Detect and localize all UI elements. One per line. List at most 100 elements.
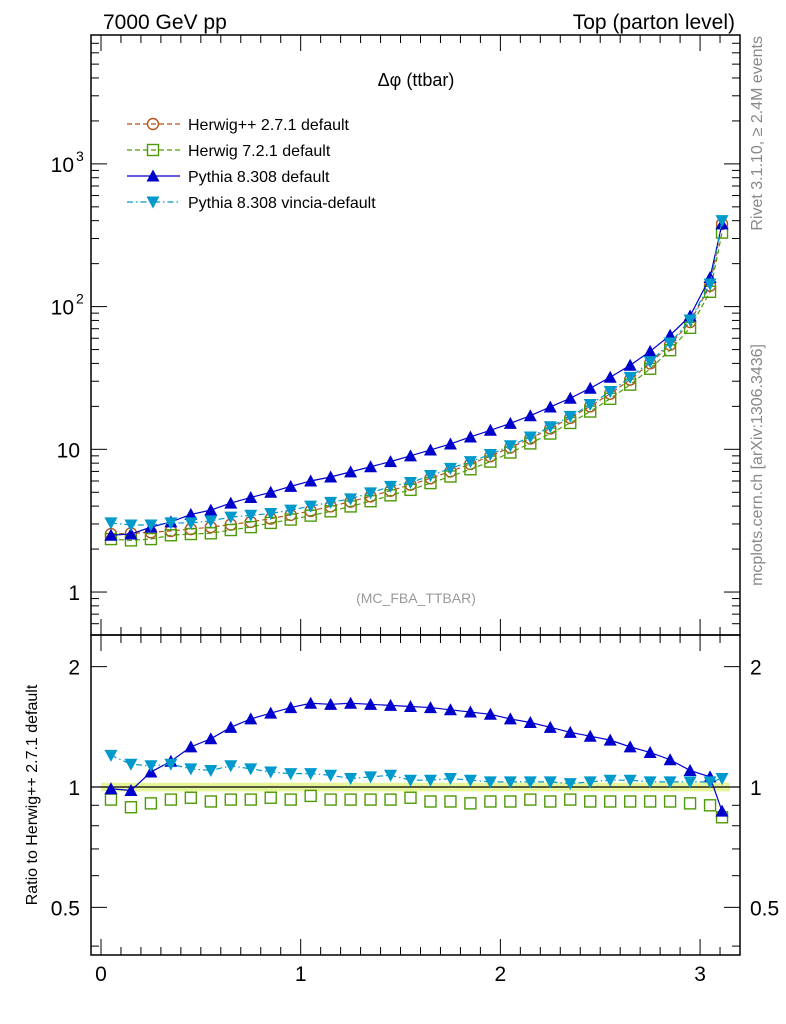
data-point [523,431,537,444]
data-point [463,430,477,443]
data-point [184,740,198,753]
data-point [544,795,557,808]
data-point [324,470,338,483]
data-point [304,768,318,781]
data-point [563,725,577,738]
data-point [384,698,398,711]
data-point [184,517,198,530]
data-point [603,386,617,399]
data-point [344,773,358,786]
legend: Herwig++ 2.7.1 default Herwig 7.2.1 defau… [127,117,376,212]
data-point [404,699,418,712]
data-point [364,487,378,500]
data-point [563,410,577,423]
data-point [404,774,418,787]
header-left: 7000 GeV pp [103,11,227,34]
data-point [104,782,118,795]
data-point [424,795,437,808]
data-point [443,437,457,450]
data-point [144,760,158,773]
data-point [284,701,298,714]
rivet-label: Rivet 3.1.10, ≥ 2.4M events [749,36,766,231]
data-point [284,768,298,781]
data-point [643,356,657,369]
data-point [623,358,637,371]
y-tick-label: 10 [51,154,74,177]
legend-label: Herwig 7.2.1 default [188,143,331,160]
data-point [463,705,477,718]
data-point [224,793,237,806]
data-point [184,507,198,520]
ratio-ylabel: Ratio to Herwig++ 2.7.1 default [24,684,41,905]
data-point [244,763,258,776]
data-point [523,409,537,422]
data-point [523,715,537,728]
data-point [583,729,597,742]
data-point [146,143,160,157]
data-point [164,793,178,806]
data-point [124,784,138,797]
data-point [423,774,437,787]
data-point [244,490,258,503]
data-point [364,460,378,473]
ratio-y-tick-label-right: 0.5 [750,897,779,920]
data-point [146,196,160,209]
data-point [224,496,238,509]
data-point [244,509,258,522]
ratio-y-tick-label: 0.5 [51,897,80,920]
data-point [703,278,717,291]
data-point [204,515,218,528]
data-point [224,523,237,537]
y-tick-label: 10 [51,297,74,320]
data-point [463,456,477,469]
data-point [146,117,160,131]
data-point [623,795,637,808]
data-point [583,381,597,394]
y-tick-exponent: 2 [76,291,84,307]
data-point [164,517,178,530]
y-tick-exponent: 3 [76,148,84,164]
data-point [603,774,617,787]
data-point [284,504,298,517]
data-point [144,532,158,546]
data-point [623,774,637,787]
data-point [164,758,178,771]
legend-item: Herwig++ 2.7.1 default [127,117,350,134]
data-point [483,448,497,461]
data-point [564,793,577,806]
series-2 [104,217,729,541]
data-point [264,766,278,779]
data-point [244,793,257,806]
data-point [304,500,318,513]
data-point [503,416,517,429]
data-point [583,399,597,412]
legend-label: Pythia 8.308 default [188,169,330,186]
data-point [523,776,537,789]
data-point [204,764,218,777]
data-point [663,795,677,808]
ratio-series-line [110,754,723,785]
data-point [124,801,138,814]
data-point [543,776,557,789]
data-point [463,774,477,787]
data-point [483,423,497,436]
data-point [384,793,397,806]
data-point [364,771,378,784]
data-point [324,496,338,509]
data-point [124,758,138,771]
ratio-series-0 [104,789,729,824]
header-right: Top (parton level) [573,11,735,34]
data-point [423,470,437,483]
legend-item: Pythia 8.308 vincia-default [127,195,376,212]
data-point [543,720,557,733]
data-point [663,776,677,789]
data-point [583,776,597,789]
ratio-series-line [110,702,723,812]
data-point [304,789,317,803]
legend-label: Pythia 8.308 vincia-default [188,195,376,212]
ratio-y-tick-label: 1 [68,777,80,800]
y-tick-label: 10 [57,439,80,462]
data-point [184,791,198,804]
data-point [324,697,338,710]
